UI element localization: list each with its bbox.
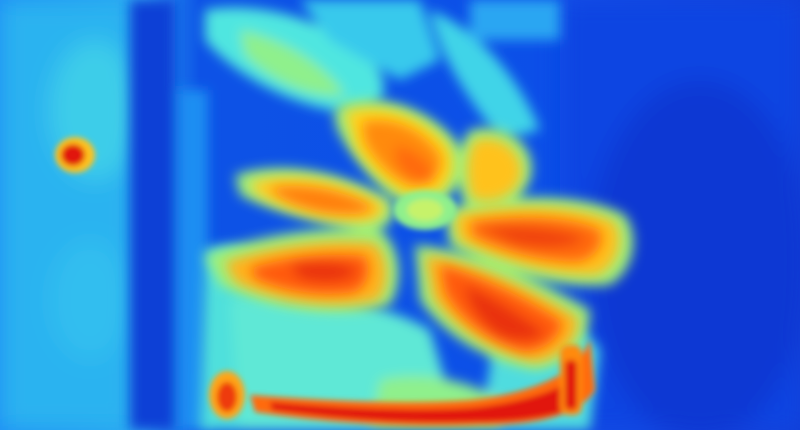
left-wall — [0, 0, 140, 430]
bottom-hot-strip — [250, 340, 595, 426]
fan-hub — [393, 190, 457, 230]
right-region — [560, 0, 800, 430]
upper-clutter — [205, 0, 560, 140]
fan-blades-hot — [250, 120, 602, 352]
hot-spot-lower — [209, 371, 245, 419]
hot-spot-left — [55, 137, 95, 173]
